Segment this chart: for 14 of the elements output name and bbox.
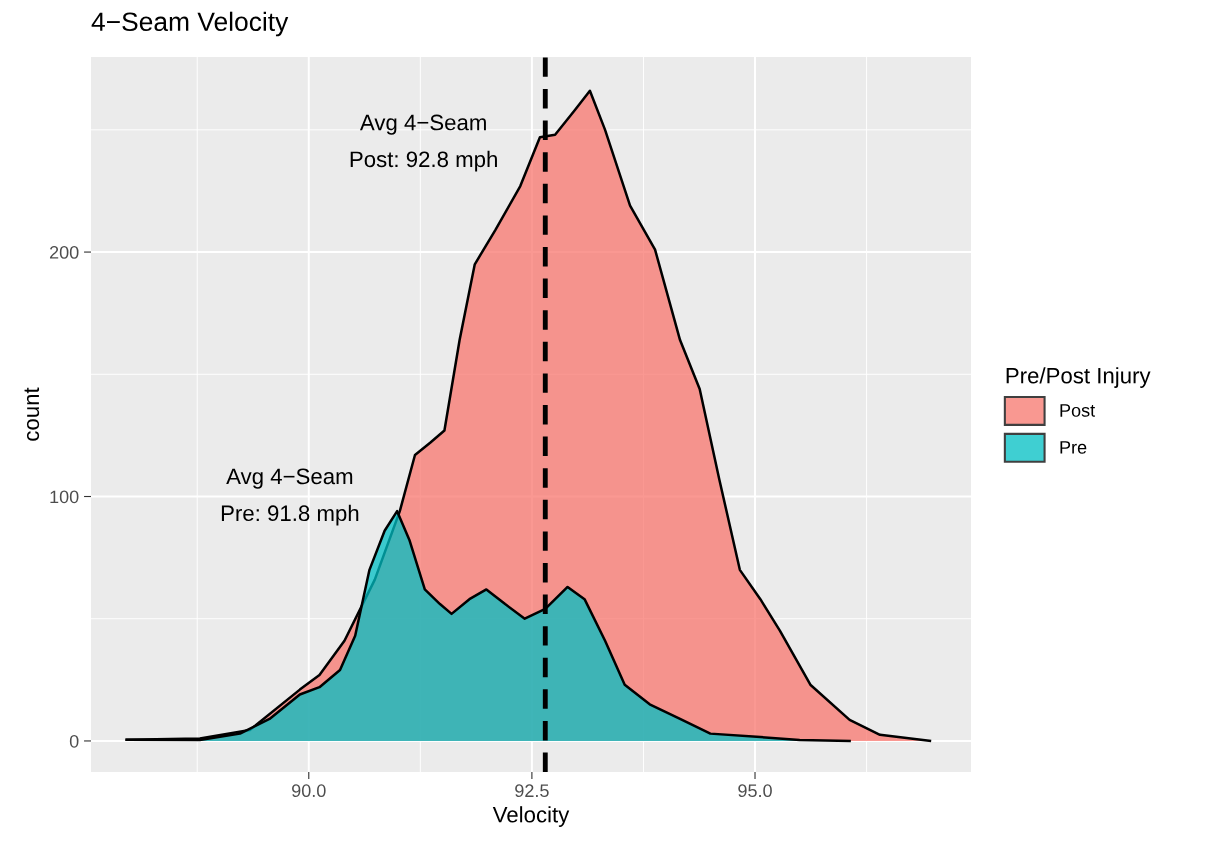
x-axis-title: Velocity: [492, 806, 570, 827]
chart-title: 4−Seam Velocity: [91, 11, 289, 37]
legend-label: Pre: [1060, 441, 1087, 454]
y-axis-title: count: [24, 387, 40, 441]
y-tick-label: 100: [50, 490, 79, 504]
x-tick-label: 90.0: [292, 784, 326, 798]
legend-label: Post: [1060, 404, 1096, 417]
annotation: Avg 4−Seam Post: 92.8 mph: [350, 114, 497, 172]
x-tick-label: 95.0: [738, 784, 772, 798]
annotation: Avg 4−Seam Pre: 91.8 mph: [221, 468, 359, 526]
legend-title: Pre/Post Injury: [1006, 367, 1151, 388]
y-tick-label: 0: [69, 734, 79, 748]
x-tick-label: 92.5: [515, 784, 549, 798]
y-tick-label: 200: [49, 246, 79, 259]
